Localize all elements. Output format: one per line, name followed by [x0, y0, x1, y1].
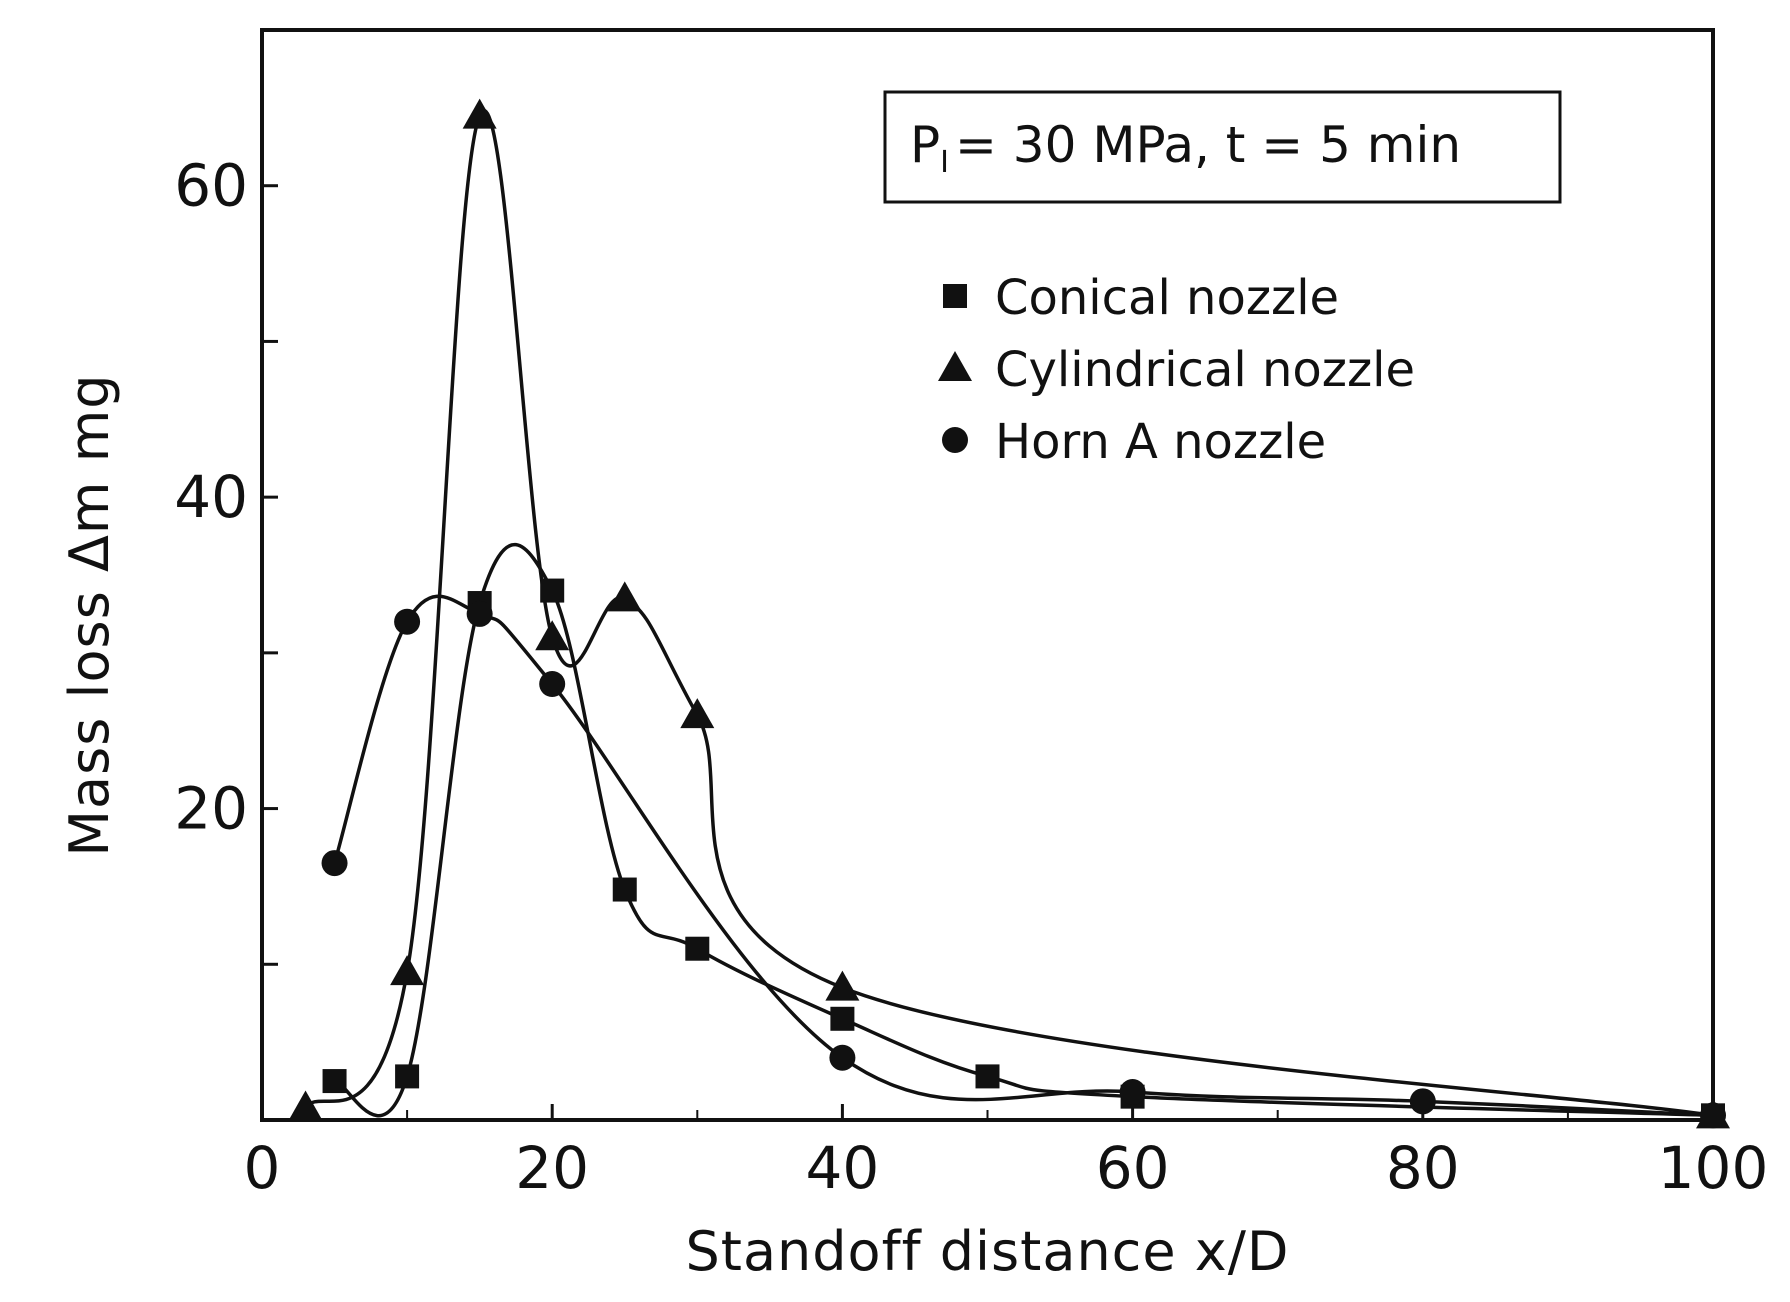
data-point-cylindrical-nozzle: [462, 98, 497, 129]
data-point-conical-nozzle: [395, 1064, 420, 1089]
annotation-text: PI = 30 MPa, t = 5 min: [910, 116, 1461, 180]
annotation-rest: = 30 MPa, t = 5 min: [955, 116, 1461, 174]
conditions-annotation: PI = 30 MPa, t = 5 min: [883, 90, 1562, 204]
data-point-horn-a-nozzle: [466, 600, 493, 627]
data-point-conical-nozzle: [322, 1069, 347, 1094]
data-point-conical-nozzle: [540, 578, 565, 603]
series-line-cylindrical-nozzle: [303, 109, 1715, 1118]
annotation-box: [883, 90, 1562, 204]
x-axis-label: Standoff distance x/D: [686, 1220, 1290, 1283]
annotation-symbol: P: [910, 116, 940, 174]
axis-ticks: [260, 184, 1715, 1122]
data-point-cylindrical-nozzle: [535, 620, 570, 651]
x-tick-label: 0: [244, 1134, 281, 1202]
legend-entry: Conical nozzle: [995, 270, 1339, 326]
data-point-cylindrical-nozzle: [680, 698, 715, 729]
legend-entry: Horn A nozzle: [995, 414, 1326, 470]
data-point-conical-nozzle: [975, 1064, 1000, 1089]
x-tick-label: 40: [805, 1134, 879, 1202]
data-point-horn-a-nozzle: [321, 850, 348, 877]
x-tick-label: 60: [1096, 1134, 1170, 1202]
legend-marker: [942, 427, 968, 453]
data-point-cylindrical-nozzle: [607, 581, 642, 612]
data-point-horn-a-nozzle: [539, 671, 566, 697]
legend-marker: [938, 351, 972, 381]
y-tick-label: 20: [174, 775, 248, 843]
data-point-conical-nozzle: [685, 936, 710, 961]
data-point-conical-nozzle: [830, 1006, 855, 1031]
legend: Conical nozzle Cylindrical nozzle Horn A n…: [938, 270, 1415, 470]
legend-marker: [943, 284, 967, 308]
x-tick-label: 20: [515, 1134, 589, 1202]
data-point-conical-nozzle: [612, 877, 637, 902]
y-tick-label: 60: [174, 152, 248, 220]
data-point-horn-a-nozzle: [394, 608, 421, 635]
data-point-cylindrical-nozzle: [390, 955, 425, 986]
data-point-horn-a-nozzle: [829, 1044, 856, 1071]
series-markers: [288, 98, 1730, 1129]
data-point-horn-a-nozzle: [1119, 1078, 1146, 1105]
data-point-cylindrical-nozzle: [825, 970, 860, 1001]
series-curves: [303, 109, 1715, 1118]
data-point-horn-a-nozzle: [1700, 1102, 1726, 1129]
legend-entry: Cylindrical nozzle: [995, 342, 1415, 398]
y-axis-label: Mass loss Δm mg: [58, 373, 121, 856]
data-point-horn-a-nozzle: [1409, 1088, 1436, 1115]
series-line-horn-a-nozzle: [332, 594, 1715, 1118]
y-tick-label: 40: [174, 463, 248, 531]
series-line-conical-nozzle: [332, 542, 1715, 1118]
axis-tick-labels: 0 20 40 60 80 100 20 40 60: [174, 152, 1768, 1202]
x-tick-label: 80: [1386, 1134, 1460, 1202]
x-tick-label: 100: [1658, 1134, 1769, 1202]
annotation-subscript: I: [940, 145, 949, 180]
data-point-cylindrical-nozzle: [288, 1090, 323, 1121]
